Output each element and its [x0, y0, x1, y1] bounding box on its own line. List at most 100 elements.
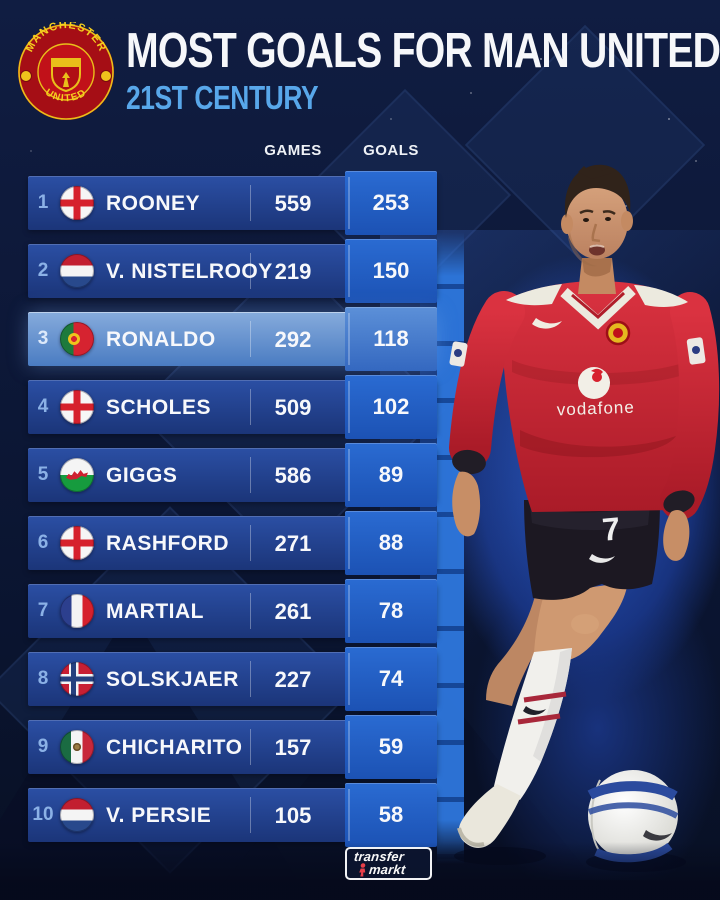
player-name: RASHFORD: [106, 532, 229, 555]
goals-value: 118: [373, 326, 409, 351]
player-name: ROONEY: [106, 192, 201, 215]
flag-netherlands-icon: [60, 798, 94, 832]
background-stars: [0, 0, 2, 2]
games-value: 227: [274, 667, 312, 692]
red-devil-icon: [62, 72, 70, 87]
page-subtitle: 21ST CENTURY: [126, 79, 319, 116]
flag-wales-icon: [60, 458, 94, 492]
crest-shield: [51, 58, 81, 93]
goals-value: 74: [378, 666, 404, 691]
transfermarkt-logo: transfer markt: [345, 847, 432, 880]
table-row-3-highlighted: 3 RONALDO 292 118: [28, 307, 437, 371]
goals-cell: 74: [345, 647, 437, 711]
black-shorts: 7: [524, 500, 660, 600]
rank-number: 8: [37, 668, 49, 689]
transfermarkt-text-top: transfer: [353, 848, 405, 864]
player-name: V. PERSIE: [106, 804, 212, 827]
player-name: MARTIAL: [106, 600, 204, 623]
stadium-pillar: [437, 232, 464, 864]
rank-number: 5: [37, 464, 49, 485]
transfermarkt-text-bottom: markt: [368, 861, 407, 877]
goals-cell: 102: [345, 375, 437, 439]
flag-norway-icon: [60, 662, 94, 696]
goals-value: 89: [378, 462, 404, 487]
player-name: CHICHARITO: [106, 736, 243, 759]
table-row-2: 2 V. NISTELROOY 219 150: [28, 239, 437, 303]
chest-logos: vodafone: [532, 318, 635, 419]
welsh-dragon-icon: [66, 469, 88, 480]
player-name: SCHOLES: [106, 396, 212, 419]
player-name: RONALDO: [106, 328, 216, 351]
goals-cell: 59: [345, 715, 437, 779]
hair: [564, 164, 631, 218]
table-row-1: 1 ROONEY 559 253: [28, 171, 437, 235]
right-arm: [660, 292, 720, 561]
left-arm: [449, 291, 525, 537]
table-row-10: 10 V. PERSIE 105 58: [28, 783, 437, 847]
flag-portugal-icon: [60, 322, 94, 356]
games-value: 105: [274, 803, 312, 828]
goals-value: 88: [378, 530, 404, 555]
svg-text:UNITED: UNITED: [43, 87, 89, 104]
column-header-games: GAMES: [264, 142, 322, 159]
rank-number: 7: [37, 600, 49, 621]
goals-value: 102: [372, 394, 410, 419]
jersey-collar: [506, 284, 688, 330]
rank-number: 6: [37, 532, 49, 553]
player-name: V. NISTELROOY: [106, 260, 273, 283]
games-value: 509: [274, 395, 312, 420]
flag-netherlands-icon: [60, 254, 94, 288]
rank-number: 9: [37, 736, 49, 757]
table-row-4: 4 SCHOLES 509 102: [28, 375, 437, 439]
sock-swoosh-icon: [523, 706, 546, 715]
goals-cell: 150: [345, 239, 437, 303]
rank-number: 10: [32, 804, 54, 825]
goals-cell: 88: [345, 511, 437, 575]
flag-mexico-icon: [60, 730, 94, 764]
goals-cell: 89: [345, 443, 437, 507]
goals-value: 253: [372, 190, 410, 215]
games-value: 157: [274, 735, 312, 760]
nike-swoosh-icon: [532, 318, 562, 329]
goals-cell: 78: [345, 579, 437, 643]
goals-value: 78: [378, 598, 404, 623]
goals-cell: 118: [345, 307, 437, 371]
table-row-7: 7 MARTIAL 261 78: [28, 579, 437, 643]
table-row-5: 5 GIGGS 586 89: [28, 443, 437, 507]
white-sock: [494, 648, 572, 800]
rank-number: 4: [37, 396, 49, 417]
table-row-6: 6 RASHFORD 271 88: [28, 511, 437, 575]
rank-number: 3: [37, 328, 49, 349]
jersey-sponsor-text: vodafone: [557, 398, 636, 420]
games-value: 586: [274, 463, 312, 488]
shorts-swoosh-icon: [589, 554, 615, 563]
table-row-9: 9 CHICHARITO 157 59: [28, 715, 437, 779]
transfermarkt-mascot-icon: [359, 862, 366, 876]
vodafone-logo-icon: [578, 367, 610, 399]
goals-cell: 58: [345, 783, 437, 847]
rank-number: 2: [37, 260, 49, 281]
player-name: GIGGS: [106, 464, 178, 487]
games-value: 559: [274, 191, 312, 216]
games-value: 219: [274, 259, 312, 284]
page-title: MOST GOALS FOR MAN UNITED: [126, 24, 720, 78]
goals-value: 58: [378, 802, 404, 827]
games-value: 292: [274, 327, 312, 352]
ronaldo-player-photo: 7: [449, 164, 720, 872]
flag-england-icon: [60, 186, 94, 220]
games-value: 261: [274, 599, 312, 624]
ball-swoosh-icon: [643, 830, 672, 841]
table-row-8: 8 SOLSKJAER 227 74: [28, 647, 437, 711]
flag-france-icon: [60, 594, 94, 628]
player-name: SOLSKJAER: [106, 668, 239, 691]
goals-value: 59: [378, 734, 404, 759]
goals-value: 150: [372, 258, 410, 283]
flag-england-icon: [60, 526, 94, 560]
column-header-goals: GOALS: [363, 142, 419, 159]
manchester-united-crest: MANCHESTER UNITED: [18, 22, 114, 120]
goals-cell: 253: [345, 171, 437, 235]
forward-leg: [534, 582, 628, 660]
crest-bottom-text: UNITED: [43, 87, 87, 104]
rank-number: 1: [37, 192, 49, 213]
